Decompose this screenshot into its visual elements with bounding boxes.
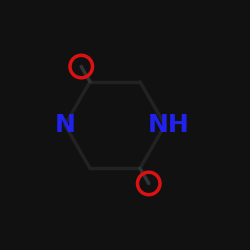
Text: NH: NH	[148, 113, 190, 137]
Text: N: N	[54, 113, 76, 137]
